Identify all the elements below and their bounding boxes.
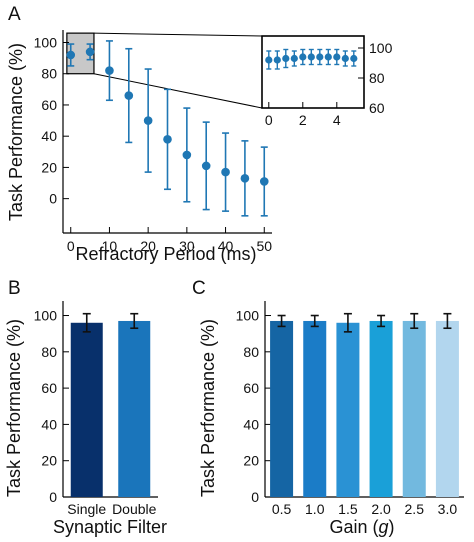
inset-data-point xyxy=(324,53,332,61)
inset-data-point xyxy=(341,54,349,63)
y-tick-label: 80 xyxy=(243,344,259,360)
data-point xyxy=(105,66,114,75)
y-tick-label: 40 xyxy=(41,128,57,144)
inset-data-point xyxy=(307,53,315,61)
y-tick-label: 20 xyxy=(41,453,57,469)
inset-x-tick-label: 4 xyxy=(333,112,341,128)
data-point xyxy=(259,177,269,186)
y-tick-label: 40 xyxy=(243,416,259,432)
panel-b-xlabel: Synaptic Filter xyxy=(53,517,167,537)
x-tick-label: 0.5 xyxy=(272,501,292,517)
inset-frame xyxy=(261,35,365,109)
y-tick-label: 60 xyxy=(41,97,57,113)
x-tick-label: 1.0 xyxy=(305,501,325,517)
panel-label-b: B xyxy=(8,278,21,299)
inset-y-tick-label: 100 xyxy=(369,40,393,56)
x-tick-label: 2.5 xyxy=(405,501,425,517)
inset-data-point xyxy=(350,54,358,63)
inset-data-point xyxy=(299,53,307,61)
y-tick-label: 20 xyxy=(243,453,259,469)
x-tick-label: 30 xyxy=(179,238,195,254)
y-tick-label: 100 xyxy=(34,34,58,50)
panel-label-c: C xyxy=(192,278,206,299)
inset-data-point xyxy=(273,56,281,64)
y-tick-label: 100 xyxy=(236,308,260,324)
panel-c-xlabel-var: g xyxy=(379,517,389,537)
x-tick-label: 0 xyxy=(67,238,75,254)
x-tick-label: 20 xyxy=(140,238,156,254)
panel-a-inset: 60 80 100 0 2 4 xyxy=(261,35,393,128)
bar xyxy=(336,322,360,497)
data-point xyxy=(221,167,230,177)
data-point xyxy=(66,50,76,60)
data-point xyxy=(163,135,172,144)
data-point xyxy=(143,116,153,125)
zoom-guide-line xyxy=(93,73,263,109)
y-tick-label: 60 xyxy=(41,380,57,396)
panel-a-marks xyxy=(66,40,269,217)
zoom-guide-line xyxy=(93,32,263,37)
bar xyxy=(70,322,103,497)
bar xyxy=(303,320,327,497)
panel-a-axes: 0 20 40 60 80 100 0 10 20 30 40 50 xyxy=(34,30,272,254)
panel-c-xlabel-main: Gain ( xyxy=(329,517,378,537)
bar xyxy=(118,320,151,497)
x-tick-label: Double xyxy=(112,501,157,517)
y-tick-label: 0 xyxy=(49,489,57,505)
y-tick-label: 0 xyxy=(49,191,57,207)
y-tick-label: 80 xyxy=(41,344,57,360)
x-tick-label: Single xyxy=(67,501,106,517)
y-tick-label: 20 xyxy=(41,159,57,175)
bar xyxy=(369,320,393,497)
inset-data-point xyxy=(316,53,324,61)
panel-a-xlabel: Refractory Period (ms) xyxy=(75,244,256,264)
bar xyxy=(402,320,426,497)
panel-a-ylabel: Task Performance (%) xyxy=(6,43,26,221)
y-tick-label: 100 xyxy=(34,308,58,324)
bar xyxy=(435,320,459,497)
panel-c-marks xyxy=(270,312,459,497)
data-point xyxy=(124,91,134,100)
data-point xyxy=(240,174,250,183)
data-point xyxy=(182,150,192,160)
data-point xyxy=(201,161,211,171)
x-tick-label: 1.5 xyxy=(338,501,358,517)
panel-c-ylabel: Task Performance (%) xyxy=(198,319,218,497)
x-tick-label: 3.0 xyxy=(438,501,458,517)
panel-c-axes: 0 20 40 60 80 100 0.5 1.0 1.5 2.0 2.5 3.0 xyxy=(236,301,464,517)
inset-x-tick-label: 0 xyxy=(265,112,273,128)
panel-b-marks xyxy=(70,312,151,497)
panel-c-xlabel-end: ) xyxy=(389,517,395,537)
x-tick-label: 50 xyxy=(256,238,272,254)
inset-data-point xyxy=(265,56,273,64)
inset-x-tick-label: 2 xyxy=(299,112,307,128)
inset-data-point xyxy=(333,53,341,61)
inset-y-tick-label: 60 xyxy=(369,100,385,116)
y-tick-label: 40 xyxy=(41,416,57,432)
inset-data-point xyxy=(282,54,290,63)
panel-a-zoom-guides xyxy=(66,32,263,109)
y-tick-label: 0 xyxy=(251,489,259,505)
panel-b-chart: 0 20 40 60 80 100 Single Double Synaptic Filter… xyxy=(4,301,167,537)
x-tick-label: 2.0 xyxy=(371,501,391,517)
x-tick-label: 40 xyxy=(218,238,234,254)
inset-y-tick-label: 80 xyxy=(369,70,385,86)
y-tick-label: 80 xyxy=(41,66,57,82)
panel-c-xlabel: Gain (g) xyxy=(329,517,394,537)
data-point xyxy=(85,47,95,57)
panel-b-ylabel: Task Performance (%) xyxy=(4,319,24,497)
inset-data-point xyxy=(290,54,298,63)
x-tick-label: 10 xyxy=(102,238,118,254)
y-tick-label: 60 xyxy=(243,380,259,396)
panel-label-a: A xyxy=(8,4,21,25)
bar xyxy=(270,320,294,497)
